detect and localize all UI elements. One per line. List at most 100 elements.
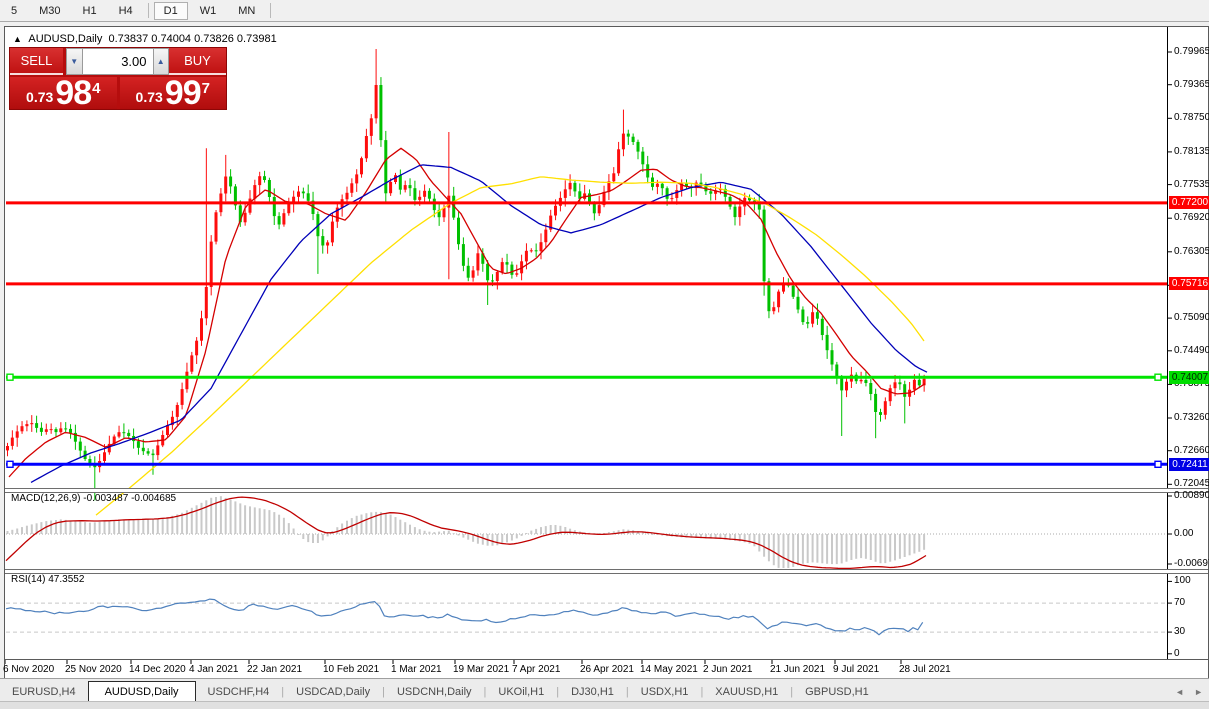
timeframe-button-h4[interactable]: H4 bbox=[118, 4, 133, 17]
price-level-badge: 0.77200 bbox=[1169, 196, 1209, 209]
buy-price-big: 99 bbox=[164, 74, 202, 112]
price-tick-label: 0.75090 bbox=[1174, 312, 1209, 323]
chart-tab-ukoil-h1[interactable]: UKOil,H1 bbox=[498, 686, 545, 698]
price-tick-label: 0.72045 bbox=[1174, 478, 1209, 489]
macd-signal-line bbox=[5, 496, 927, 570]
ma-fast-line bbox=[8, 147, 926, 478]
sell-price[interactable]: 0.73 98 4 bbox=[10, 74, 117, 112]
chart-tab-usdcnh-daily[interactable]: USDCNH,Daily bbox=[396, 686, 472, 698]
rsi-tick-label: 0 bbox=[1174, 648, 1180, 659]
ohlc-values: 0.73837 0.74004 0.73826 0.73981 bbox=[108, 33, 277, 45]
bottom-strip bbox=[0, 701, 1209, 709]
line-handle bbox=[1154, 373, 1162, 381]
chart-tab-usdcad-daily[interactable]: USDCAD,Daily bbox=[296, 686, 371, 698]
ma-mid-line bbox=[30, 164, 928, 483]
rsi-name: RSI(14) bbox=[11, 574, 46, 585]
price-chart-canvas[interactable] bbox=[5, 27, 1208, 678]
symbol-name: AUDUSD,Daily bbox=[28, 33, 103, 45]
sell-price-small: 0.73 bbox=[26, 89, 54, 105]
price-tick-label: 0.79365 bbox=[1174, 79, 1209, 90]
chart-title: ▲ AUDUSD,Daily 0.73837 0.74004 0.73826 0… bbox=[13, 33, 277, 45]
timeframe-button-mn[interactable]: MN bbox=[238, 4, 256, 17]
macd-tick-label: 0.00 bbox=[1174, 528, 1194, 539]
tab-separator: | bbox=[625, 686, 629, 698]
date-axis-label: 14 May 2021 bbox=[640, 664, 698, 675]
rsi-tick-label: 100 bbox=[1174, 575, 1191, 586]
rsi-label: RSI(14) 47.3552 bbox=[11, 574, 84, 585]
rsi-tick-label: 30 bbox=[1174, 626, 1186, 637]
volume-decrease-button[interactable]: ▼ bbox=[66, 48, 83, 75]
tab-separator: | bbox=[556, 686, 560, 698]
timeframe-button-m30[interactable]: M30 bbox=[39, 4, 61, 17]
date-axis-label: 6 Nov 2020 bbox=[3, 664, 55, 675]
date-axis-label: 19 Mar 2021 bbox=[453, 664, 510, 675]
buy-price-small: 0.73 bbox=[135, 89, 163, 105]
symbol-triangle-icon: ▲ bbox=[13, 34, 22, 44]
tab-separator: | bbox=[382, 686, 385, 698]
buy-price-pip: 7 bbox=[201, 80, 210, 97]
price-tick-label: 0.72660 bbox=[1174, 445, 1209, 456]
date-axis-label: 2 Jun 2021 bbox=[703, 664, 753, 675]
rsi-tick-label: 70 bbox=[1174, 597, 1186, 608]
chart-tab-gbpusd-h1[interactable]: GBPUSD,H1 bbox=[805, 686, 869, 698]
date-axis-label: 21 Jun 2021 bbox=[770, 664, 826, 675]
buy-price[interactable]: 0.73 99 7 bbox=[119, 74, 226, 112]
timeframe-button-d1[interactable]: D1 bbox=[153, 1, 188, 20]
chart-tab-usdchf-h4[interactable]: USDCHF,H4 bbox=[207, 686, 270, 698]
timeframe-toolbar: 5 M30 H1 H4 D1 W1 MN bbox=[0, 0, 1209, 22]
macd-tick-label: 0.008903 bbox=[1174, 490, 1209, 501]
sell-price-pip: 4 bbox=[92, 80, 101, 97]
tabs-scroll-right-icon[interactable]: ► bbox=[1194, 687, 1203, 697]
volume-input[interactable] bbox=[82, 48, 153, 75]
macd-tick-label: -0.006977 bbox=[1174, 558, 1209, 569]
volume-increase-button[interactable]: ▲ bbox=[152, 48, 169, 75]
toolbar-separator bbox=[270, 3, 272, 18]
price-level-badge: 0.72411 bbox=[1169, 458, 1209, 471]
rsi-line bbox=[5, 598, 924, 636]
price-tick-label: 0.76920 bbox=[1174, 212, 1209, 223]
chart-tab-usdx-h1[interactable]: USDX,H1 bbox=[640, 686, 689, 698]
buy-button[interactable]: BUY bbox=[169, 48, 226, 75]
macd-values: -0.003487 -0.004685 bbox=[83, 493, 177, 504]
candles-layer bbox=[6, 49, 926, 501]
line-handle bbox=[1154, 460, 1162, 468]
tab-separator: | bbox=[790, 686, 794, 698]
tab-separator: | bbox=[281, 686, 285, 698]
chart-tab-dj30-h1[interactable]: DJ30,H1 bbox=[571, 686, 614, 698]
toolbar-separator bbox=[147, 3, 149, 18]
date-axis-label: 4 Jan 2021 bbox=[189, 664, 239, 675]
tabs-scroll-left-icon[interactable]: ◄ bbox=[1175, 687, 1185, 697]
sell-button[interactable]: SELL bbox=[10, 48, 63, 75]
chart-tab-bar: EURUSD,H4 AUDUSD,Daily USDCHF,H4 | USDCAD,Da… bbox=[0, 678, 1209, 702]
chart-tab-eurusd-h4[interactable]: EURUSD,H4 bbox=[12, 686, 76, 698]
date-axis-label: 28 Jul 2021 bbox=[899, 664, 951, 675]
panel-separator[interactable] bbox=[5, 569, 1208, 574]
chart-window[interactable]: ▲ AUDUSD,Daily 0.73837 0.74004 0.73826 0… bbox=[3, 26, 1209, 679]
line-handle bbox=[6, 460, 14, 468]
price-tick-label: 0.77535 bbox=[1174, 179, 1209, 190]
date-axis-label: 25 Nov 2020 bbox=[65, 664, 122, 675]
date-axis-separator bbox=[5, 659, 1208, 660]
price-level-badge: 0.74007 bbox=[1169, 371, 1209, 384]
timeframe-button-w1[interactable]: W1 bbox=[199, 4, 217, 17]
line-handle bbox=[6, 373, 14, 381]
price-tick-label: 0.73260 bbox=[1174, 412, 1209, 423]
timeframe-button-5[interactable]: 5 bbox=[11, 4, 18, 17]
price-tick-label: 0.79965 bbox=[1174, 46, 1209, 57]
chart-tab-audusd-daily[interactable]: AUDUSD,Daily bbox=[87, 681, 196, 702]
date-axis-label: 10 Feb 2021 bbox=[323, 664, 380, 675]
chart-tab-xauusd-h1[interactable]: XAUUSD,H1 bbox=[715, 686, 779, 698]
panel-separator[interactable] bbox=[5, 488, 1208, 493]
date-axis-label: 22 Jan 2021 bbox=[247, 664, 303, 675]
price-tick-label: 0.78135 bbox=[1174, 146, 1209, 157]
price-tick-label: 0.74490 bbox=[1174, 345, 1209, 356]
price-level-badge: 0.75716 bbox=[1169, 277, 1209, 290]
tab-separator: | bbox=[483, 686, 487, 698]
timeframe-button-h1[interactable]: H1 bbox=[82, 4, 97, 17]
price-tick-label: 0.76305 bbox=[1174, 246, 1209, 257]
price-axis-divider bbox=[1167, 27, 1168, 659]
sell-price-big: 98 bbox=[55, 74, 92, 112]
date-axis-label: 26 Apr 2021 bbox=[580, 664, 634, 675]
macd-name: MACD(12,26,9) bbox=[11, 493, 81, 504]
date-axis-label: 9 Jul 2021 bbox=[833, 664, 880, 675]
